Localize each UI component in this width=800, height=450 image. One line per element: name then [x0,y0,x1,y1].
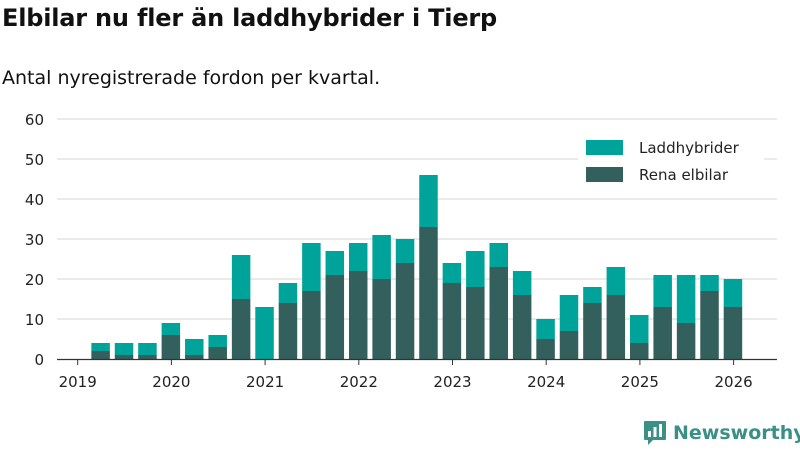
bar-rena-elbilar [278,303,298,359]
bar-rena-elbilar [91,351,110,359]
legend-label-rena-elbilar: Rena elbilar [639,166,729,184]
bar-laddhybrider [723,279,743,307]
newsworthy-bar-chart-icon [644,421,666,445]
y-tick-label: 50 [25,151,44,169]
bar-laddhybrider [91,343,110,351]
bar-rena-elbilar [231,299,251,359]
bar-laddhybrider [278,283,298,303]
x-tick-label: 2025 [621,373,659,391]
x-tick-label: 2019 [59,373,97,391]
bar-laddhybrider [114,343,134,355]
bar-laddhybrider [419,175,438,227]
bar-rena-elbilar [395,263,415,359]
chart-title: Elbilar nu fler än laddhybrider i Tierp [2,4,498,32]
bar-rena-elbilar [372,279,391,359]
bar-rena-elbilar [536,339,555,359]
bar-rena-elbilar [700,291,719,359]
y-tick-label: 60 [25,111,44,129]
bar-laddhybrider [583,287,602,303]
bar-rena-elbilar [489,267,508,359]
bar-rena-elbilar [185,355,204,359]
bar-laddhybrider [395,239,415,263]
bar-rena-elbilar [302,291,321,359]
legend-swatch-laddhybrider [586,140,623,155]
bar-rena-elbilar [138,355,157,359]
bar-laddhybrider [372,235,391,279]
chart-subtitle: Antal nyregistrerade fordon per kvartal. [2,67,381,89]
bar-rena-elbilar [676,323,696,359]
bar-rena-elbilar [606,295,626,359]
bar-rena-elbilar [208,347,227,359]
bar-laddhybrider [325,251,345,275]
bar-laddhybrider [630,315,649,343]
x-tick-label: 2020 [152,373,190,391]
bar-rena-elbilar [630,343,649,359]
x-tick-label: 2024 [527,373,565,391]
bar-laddhybrider [161,323,181,335]
y-tick-label: 40 [25,191,44,209]
bar-laddhybrider [231,255,251,299]
brand-name: Newsworthy [673,422,800,444]
bar-laddhybrider [676,275,696,323]
y-tick-label: 0 [34,351,44,369]
bar-laddhybrider [442,263,462,283]
bar-laddhybrider [536,319,555,339]
bar-laddhybrider [606,267,626,295]
y-tick-label: 30 [25,231,44,249]
bar-laddhybrider [489,243,508,267]
bar-rena-elbilar [559,331,579,359]
y-tick-label: 10 [25,311,44,329]
x-tick-label: 2021 [246,373,284,391]
bar-laddhybrider [208,335,227,347]
bar-laddhybrider [348,243,368,271]
newsworthy-logo: Newsworthy [643,418,800,448]
bar-rena-elbilar [348,271,368,359]
bar-laddhybrider [138,343,157,355]
bar-rena-elbilar [325,275,345,359]
bar-laddhybrider [559,295,579,331]
bar-laddhybrider [700,275,719,291]
bar-laddhybrider [255,307,274,359]
bar-laddhybrider [185,339,204,355]
bar-rena-elbilar [512,295,532,359]
bar-laddhybrider [302,243,321,291]
bar-laddhybrider [653,275,672,307]
bar-rena-elbilar [161,335,181,359]
bar-rena-elbilar [653,307,672,359]
bar-rena-elbilar [419,227,438,359]
x-tick-label: 2026 [715,373,753,391]
legend-swatch-rena-elbilar [586,167,623,182]
bar-rena-elbilar [442,283,462,359]
bar-rena-elbilar [723,307,743,359]
bar-rena-elbilar [114,355,134,359]
bar-rena-elbilar [583,303,602,359]
legend-label-laddhybrider: Laddhybrider [639,139,740,157]
bar-laddhybrider [512,271,532,295]
bar-rena-elbilar [466,287,485,359]
y-tick-label: 20 [25,271,44,289]
bar-laddhybrider [466,251,485,287]
x-tick-label: 2023 [433,373,471,391]
x-tick-label: 2022 [340,373,378,391]
